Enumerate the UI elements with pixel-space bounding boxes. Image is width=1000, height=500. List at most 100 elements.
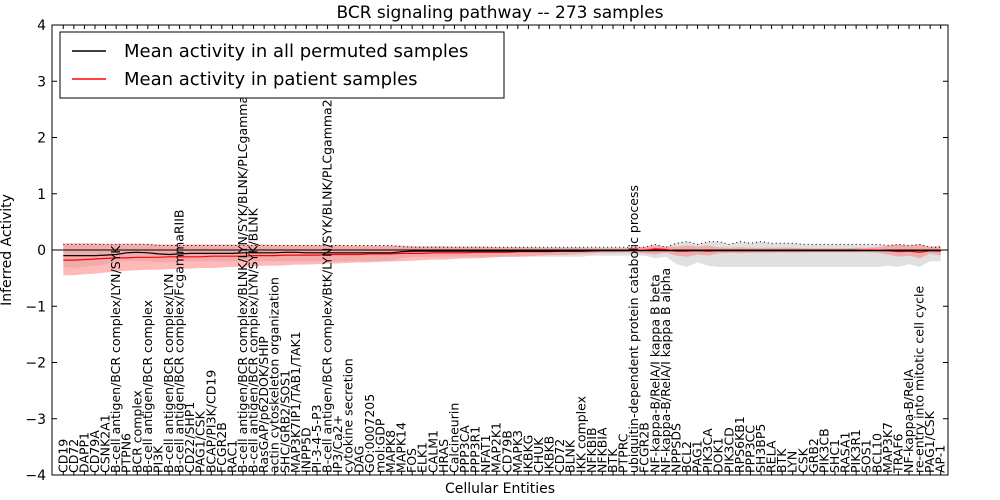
x-tick-label: PTPN6 [119, 433, 134, 473]
chart-title: BCR signaling pathway -- 273 samples [336, 3, 663, 23]
legend-box [59, 31, 505, 99]
plot-area: −4−3−2−101234CD19CD72DAPP1CD79ACSNK2A1B-… [25, 18, 949, 484]
x-tick-label: FOS [404, 448, 419, 473]
x-tick-label: CSNK2A1 [98, 414, 113, 473]
x-tick-label: AP-1 [933, 445, 948, 473]
x-tick-label: DAG [351, 446, 366, 473]
x-tick-label: CALM1 [425, 430, 440, 473]
x-tick-label: BCAP/PI3K/CD19 [203, 370, 218, 473]
x-tick-label: NFKBIB [584, 427, 599, 473]
x-tick-label: CD79B [499, 430, 514, 473]
x-tick-label: PPP3CC [742, 425, 757, 473]
x-tick-label: NF-kappa-B/RelA/I kappa B beta [647, 274, 662, 473]
x-tick-label: MAP3K7IP1/TAB1/TAK1 [288, 331, 303, 473]
x-tick-label: CHUK [531, 437, 546, 473]
x-tick-label: BTK [605, 448, 620, 473]
x-tick-label: NFAT1 [478, 434, 493, 473]
y-tick-label: 1 [37, 187, 46, 203]
x-tick-label: CSK [795, 447, 810, 473]
x-tick-label: mol:GDP [372, 418, 387, 473]
x-tick-label: CD79A [87, 430, 102, 473]
x-tick-label: MAPK8 [383, 430, 398, 473]
legend: Mean activity in all permuted samples Mea… [59, 31, 505, 99]
x-tick-label: BTK [774, 448, 789, 473]
x-tick-label: NF-kappa-B/RelA/I kappa B alpha [658, 268, 673, 473]
x-tick-label: GRB2 [806, 438, 821, 473]
y-tick-label: 3 [37, 74, 46, 90]
x-tick-label: PPP3CA [457, 425, 472, 473]
x-tick-label: BCR complex [129, 390, 144, 473]
x-tick-label: RPS6KB1 [732, 416, 747, 473]
x-tick-label: LYN [785, 451, 800, 473]
x-tick-label: ubiquitin-dependent protein catabolic pr… [626, 185, 641, 473]
x-tick-label: PI-3-4-5-P3 [309, 404, 324, 473]
x-tick-label: PAG1 [690, 440, 705, 473]
x-tick-label: re-entry into mitotic cell cycle [912, 285, 927, 473]
x-tick-label: actin cytoskeleton organization [267, 277, 282, 473]
x-tick-label: B-cell antigen/BCR complex/LYN [161, 274, 176, 474]
x-tick-label: PPP3R1 [468, 426, 483, 473]
x-tick-label: SH3BP5 [753, 424, 768, 473]
y-tick-label: −2 [25, 356, 46, 372]
y-tick-label: 2 [37, 131, 46, 147]
y-tick-label: −3 [25, 412, 46, 428]
x-tick-label: IKBKG [520, 435, 535, 473]
x-tick-label: PI3K [150, 445, 165, 473]
x-tick-label: MAPK14 [394, 422, 409, 473]
x-tick-label: RASA1 [838, 432, 853, 473]
legend-label-1: Mean activity in patient samples [124, 69, 418, 90]
y-axis-label: Inferred Activity [0, 194, 15, 306]
legend-label-0: Mean activity in all permuted samples [124, 41, 468, 62]
x-tick-label: GO:0007205 [362, 394, 377, 473]
x-tick-label: SOS1 [859, 439, 874, 473]
y-tick-label: 4 [37, 18, 46, 34]
x-tick-label: PIK3CA [700, 428, 715, 473]
y-tick-label: 0 [37, 243, 46, 259]
x-tick-label: HRAS [436, 439, 451, 473]
x-tick-label: PAG1/CSK [922, 410, 937, 473]
series-0-line [63, 250, 941, 257]
x-tick-label: CD72 [552, 439, 567, 473]
x-tick-label: B-cell antigen/BCR complex/BtK/LYN/SYK/B… [320, 99, 335, 473]
x-tick-label: Calcineurin [446, 403, 461, 473]
x-tick-label: cytokine secretion [341, 358, 356, 473]
x-tick-label: SHC1 [827, 439, 842, 473]
x-tick-label: RELA [764, 440, 779, 473]
x-axis-label: Cellular Entities [445, 481, 555, 497]
x-tick-label: B-cell antigen/BCR complex/LYN/SYK/BLNK [246, 207, 261, 473]
x-tick-label: IP3/Ca2+ [330, 415, 345, 473]
x-tick-label: PIK3CD [721, 427, 736, 473]
x-tick-label: NPPSDS [668, 423, 683, 473]
x-tick-label: B-cell antigen/BCR complex/FcgammaRIIB [172, 209, 187, 473]
x-tick-label: RasGAP/p62DOK/SHIP [256, 336, 271, 473]
x-tick-label: PTPRC [616, 433, 631, 473]
series-1-band [63, 243, 941, 276]
x-tick-label: TRAF6 [890, 433, 905, 474]
x-tick-label: FCGR2B [637, 422, 652, 473]
x-tick-label: DAPP1 [76, 432, 91, 473]
x-tick-label: B-cell antigen/BCR complex [140, 300, 155, 473]
x-tick-label: BCL10 [869, 433, 884, 473]
x-tick-label: DOK1 [711, 437, 726, 473]
x-tick-label: NF-kappa-B/RelA [901, 369, 916, 473]
x-tick-label: BLNK [563, 439, 578, 473]
x-tick-label: CD19 [55, 439, 70, 473]
x-tick-label: CD22/SHP1 [182, 402, 197, 473]
x-tick-label: PIK3CB [816, 428, 831, 473]
x-tick-label: CD72 [66, 439, 81, 473]
x-tick-label: SHC/GRB2/SOS1 [277, 370, 292, 473]
x-tick-label: PAG1/CSK [193, 410, 208, 473]
x-tick-label: IKBKB [542, 436, 557, 473]
x-tick-label: NFKBIA [594, 427, 609, 473]
x-tick-label: FCGR2B [214, 422, 229, 473]
x-tick-label: BCL2 [679, 441, 694, 473]
x-tick-label: B-cell antigen/BCR complex/LYN/SYK [108, 245, 123, 473]
x-tick-label: INPP5D [298, 427, 313, 473]
x-tick-label: B-cell antigen/BCR complex/BLNK/LYN/SYK/… [235, 88, 250, 473]
x-tick-label: MAP2K1 [489, 422, 504, 473]
x-tick-label: MAP3K7 [880, 422, 895, 473]
x-tick-label: RAC1 [224, 440, 239, 473]
x-tick-label: MAPK3 [510, 430, 525, 473]
x-tick-label: ELK1 [415, 442, 430, 473]
